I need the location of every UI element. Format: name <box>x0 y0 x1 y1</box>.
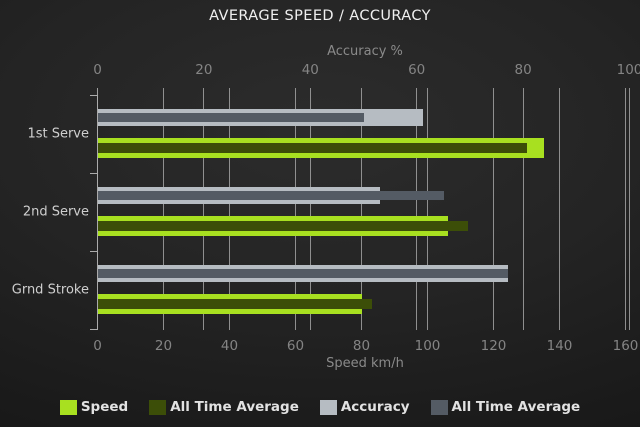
gridline-speed-60 <box>295 88 296 330</box>
gridline-accuracy-60 <box>416 88 418 330</box>
gridline-speed-100 <box>427 88 428 330</box>
bottom-axis-tick-label: 140 <box>546 338 573 354</box>
bottom-axis-tick-label: 60 <box>286 338 305 354</box>
category-label-2: 2nd Serve <box>22 204 89 220</box>
top-axis-tick-label: 80 <box>514 62 532 78</box>
gridline-speed-140 <box>559 88 560 330</box>
legend-item-ata-speed: All Time Average <box>149 399 299 415</box>
top-axis-tick-label: 60 <box>408 62 426 78</box>
y-axis-tick <box>90 251 98 252</box>
legend-swatch-ata-accuracy <box>430 399 448 415</box>
chart-title: AVERAGE SPEED / ACCURACY <box>209 8 431 24</box>
gridline-speed-80 <box>361 88 362 330</box>
bar-ata-speed-3 <box>98 299 372 309</box>
top-axis-tick-label: 0 <box>93 62 102 78</box>
bottom-axis-tick-label: 40 <box>220 338 239 354</box>
bar-ata-accuracy-1 <box>98 113 364 122</box>
legend-item-ata-accuracy: All Time Average <box>430 399 581 415</box>
y-axis-tick <box>90 173 98 174</box>
top-axis-tick-label: 40 <box>301 62 319 78</box>
bar-ata-accuracy-3 <box>98 269 508 278</box>
gridline-accuracy-20 <box>203 88 205 330</box>
chart-legend: Speed All Time Average Accuracy All Time Av… <box>0 399 640 415</box>
gridline-speed-160 <box>625 88 626 330</box>
gridline-accuracy-40 <box>309 88 311 330</box>
y-axis-line <box>97 95 98 330</box>
top-axis-tick-label: 20 <box>195 62 213 78</box>
bar-ata-speed-1 <box>98 143 527 153</box>
bottom-axis-tick-label: 120 <box>480 338 507 354</box>
legend-swatch-ata-speed <box>149 399 167 415</box>
bar-ata-speed-2 <box>98 221 468 231</box>
gridline-accuracy-100 <box>629 88 630 330</box>
bar-ata-accuracy-2 <box>98 191 444 200</box>
bottom-axis-title: Speed km/h <box>326 356 404 371</box>
bottom-axis-tick-label: 100 <box>414 338 441 354</box>
bottom-axis-tick-label: 160 <box>612 338 639 354</box>
y-axis-tick <box>90 329 98 330</box>
legend-label-ata-speed: All Time Average <box>170 399 299 415</box>
y-axis-tick <box>90 95 98 96</box>
category-label-3: Grnd Stroke <box>11 282 89 298</box>
legend-item-accuracy: Accuracy <box>319 399 410 415</box>
top-axis-title: Accuracy % <box>327 44 403 59</box>
legend-label-ata-accuracy: All Time Average <box>451 399 581 415</box>
gridline-accuracy-80 <box>522 88 524 330</box>
gridline-speed-40 <box>229 88 230 330</box>
gridline-speed-120 <box>493 88 494 330</box>
legend-swatch-speed <box>59 399 77 415</box>
legend-label-speed: Speed <box>80 399 129 415</box>
legend-item-speed: Speed <box>59 399 129 415</box>
bottom-axis-tick-label: 20 <box>154 338 173 354</box>
bottom-axis-tick-label: 0 <box>93 338 102 354</box>
gridline-speed-20 <box>163 88 164 330</box>
legend-swatch-accuracy <box>319 399 337 415</box>
bottom-axis-tick-label: 80 <box>352 338 371 354</box>
category-label-1: 1st Serve <box>27 126 89 142</box>
legend-label-accuracy: Accuracy <box>340 399 410 415</box>
top-axis-tick-label: 100 <box>616 62 640 78</box>
